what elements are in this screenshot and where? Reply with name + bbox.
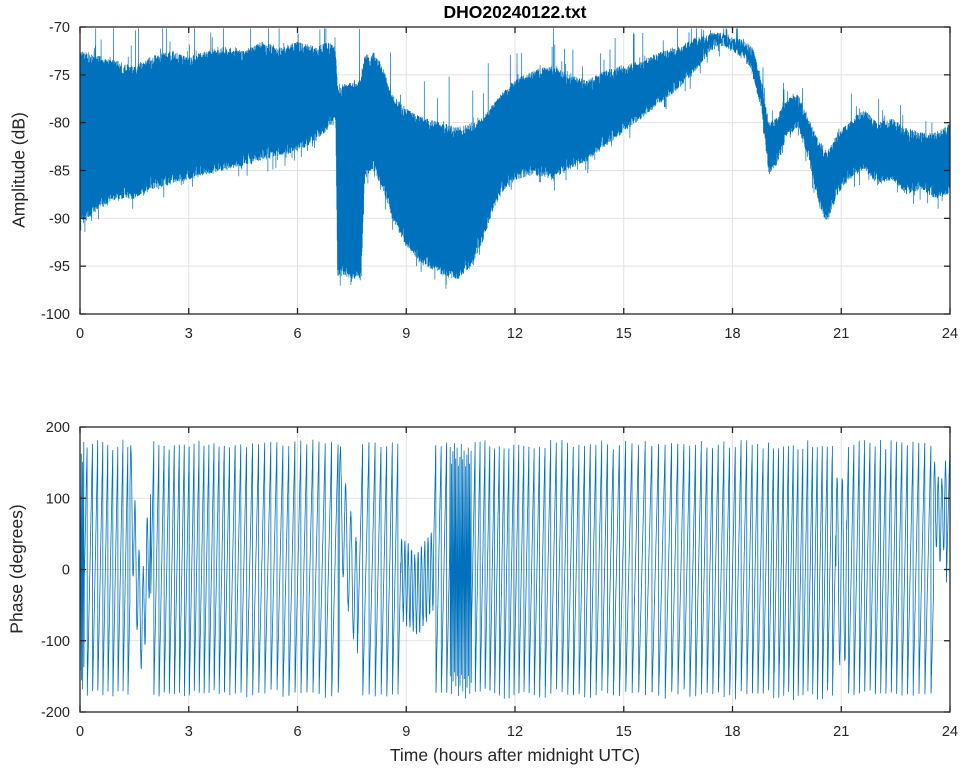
y-tick-label: -100 bbox=[41, 634, 70, 650]
y-tick-label: -80 bbox=[49, 116, 70, 132]
x-tick-label: 3 bbox=[185, 724, 193, 740]
x-tick-label: 15 bbox=[616, 724, 632, 740]
y-tick-label: -100 bbox=[41, 307, 70, 323]
y-tick-label: 200 bbox=[46, 420, 70, 436]
y-tick-label: -200 bbox=[41, 705, 70, 721]
y-tick-label: -85 bbox=[49, 164, 70, 180]
x-tick-label: 3 bbox=[185, 326, 193, 342]
x-tick-label: 0 bbox=[76, 326, 84, 342]
y-tick-label: -90 bbox=[49, 211, 70, 227]
xaxis-label: Time (hours after midnight UTC) bbox=[389, 745, 641, 765]
x-tick-label: 6 bbox=[293, 326, 301, 342]
x-tick-label: 18 bbox=[724, 326, 740, 342]
x-tick-label: 24 bbox=[942, 326, 958, 342]
y-tick-label: 0 bbox=[62, 563, 70, 579]
plot-title: DHO20240122.txt bbox=[443, 2, 587, 22]
x-tick-label: 9 bbox=[402, 724, 410, 740]
y-tick-label: -75 bbox=[49, 68, 70, 84]
x-tick-label: 12 bbox=[507, 724, 523, 740]
x-tick-label: 6 bbox=[293, 724, 301, 740]
x-tick-label: 21 bbox=[833, 326, 849, 342]
phase-plot: 0 3 6 9 12 15 18 21 24 -200 -100 0 100 200 bbox=[41, 420, 958, 740]
amplitude-signal-path bbox=[79, 28, 951, 289]
amplitude-ylabel: Amplitude (dB) bbox=[8, 112, 29, 228]
x-tick-label: 9 bbox=[402, 326, 410, 342]
x-tick-label: 0 bbox=[76, 724, 84, 740]
x-tick-label: 24 bbox=[942, 724, 958, 740]
x-tick-label: 12 bbox=[507, 326, 523, 342]
y-tick-label: -70 bbox=[49, 20, 70, 36]
phase-ylabel: Phase (degrees) bbox=[6, 504, 27, 634]
amplitude-plot: 0 3 6 9 12 15 18 21 24 -100 -95 -90 -85 -80 -75 -70 bbox=[41, 20, 958, 342]
x-tick-label: 18 bbox=[724, 724, 740, 740]
y-tick-label: -95 bbox=[49, 259, 70, 275]
x-tick-label: 15 bbox=[616, 326, 632, 342]
x-tick-label: 21 bbox=[833, 724, 849, 740]
phase-signal-path bbox=[79, 439, 951, 701]
y-tick-label: 100 bbox=[46, 491, 70, 507]
